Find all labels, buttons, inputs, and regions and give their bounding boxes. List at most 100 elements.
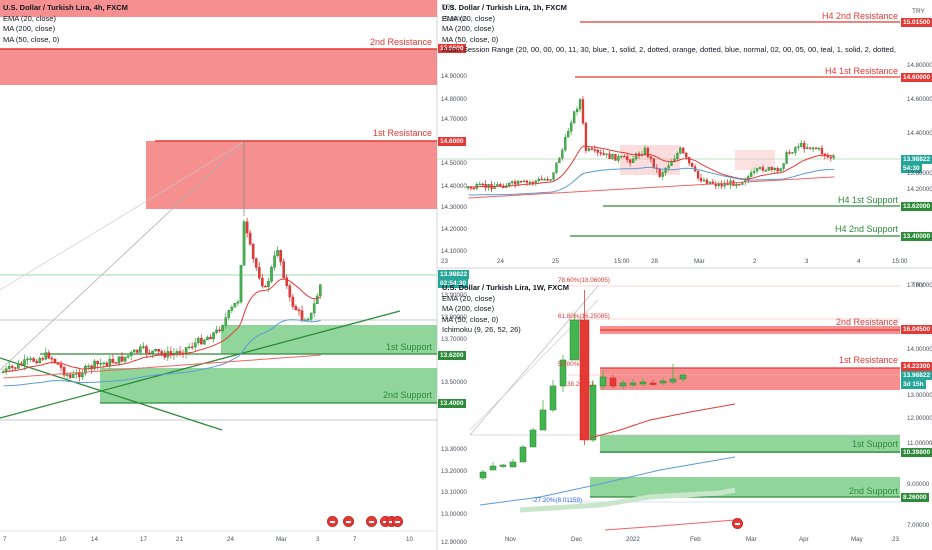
left-x-tick-6: Mar [276, 536, 287, 543]
top-right-candle-body [611, 153, 614, 159]
economic-event-icon[interactable] [732, 518, 743, 529]
top-right-candle-body [817, 147, 821, 150]
left-x-tick-3: 17 [140, 536, 147, 543]
top-right-ma200-line [468, 176, 835, 199]
fib-label-382: 38.20%(1 [567, 381, 594, 388]
left-r1-label: 1st Resistance [372, 128, 432, 138]
top-right-legend: U.S. Dollar / Turkish Lira, 1h, FXCM EMA… [442, 3, 897, 56]
bottom-right-candle-body [639, 381, 647, 385]
left-s2-zone [100, 368, 437, 403]
top-right-candle-body [549, 179, 552, 181]
left-candle-body [279, 250, 282, 262]
left-y-tick-0: 15.10000 [441, 16, 467, 23]
left-y-tick-1: 14.90000 [441, 73, 467, 80]
left-legend-ma50: MA (50, close, 0) [3, 34, 60, 44]
left-candle-body [276, 250, 279, 256]
left-candle-body [126, 355, 130, 358]
top-right-candle-body [800, 142, 803, 147]
left-y-tick-2: 14.80000 [441, 96, 467, 103]
left-candle-body [224, 317, 228, 326]
left-y-tick-9: 13.90000 [441, 292, 467, 299]
economic-event-icon[interactable] [327, 516, 338, 527]
top-right-candle-body [634, 153, 638, 160]
economic-event-icon[interactable] [392, 516, 403, 527]
left-r1-price-tag: 14.6000 [438, 137, 466, 146]
left-candle-body [142, 346, 145, 348]
left-candle-body [135, 349, 139, 353]
top-right-candle-body [629, 159, 632, 163]
top-right-candle-body [632, 158, 635, 163]
left-candle-body [108, 358, 112, 366]
top-right-candle-body [776, 168, 779, 172]
top-right-candles [466, 96, 835, 193]
top-right-candle-body [528, 181, 532, 184]
top-right-candle-body [688, 157, 691, 164]
left-candle-body [50, 357, 54, 360]
top-right-x-tick-3: 15:00 [614, 258, 630, 265]
top-right-candle-body [829, 156, 832, 159]
left-x-tick-1: 10 [59, 536, 66, 543]
left-candle-body [87, 365, 90, 368]
left-candle-body [7, 365, 11, 369]
bottom-right-candle-body [619, 382, 627, 387]
top-right-y-tick-4: 13.80000 [907, 170, 932, 177]
left-candle-body [10, 365, 14, 368]
left-candle-body [96, 360, 99, 365]
left-ema-line [3, 278, 321, 373]
bottom-right-legend-title: U.S. Dollar / Turkish Lira, 1W, FXCM [442, 283, 569, 292]
left-candle-body [200, 337, 203, 345]
left-current-time-tag: 02:54:30 [438, 279, 469, 288]
top-right-candle-body [809, 147, 812, 149]
left-candle-body [294, 306, 298, 311]
left-candle-body [129, 351, 133, 356]
left-candle-body [139, 346, 142, 353]
top-right-x-tick-8: 4 [857, 258, 861, 265]
fib-label-neg272: -27.20%(8.01159) [532, 497, 582, 504]
left-candle-body [151, 350, 154, 354]
left-y-tick-8: 14.10000 [441, 248, 467, 255]
top-right-legend-ema: EMA (20, close) [442, 13, 495, 23]
left-candle-body [291, 296, 295, 307]
top-right-candle-body [570, 122, 573, 132]
top-right-currency-label: TRY [912, 8, 925, 15]
bottom-right-x-tick-2: 2022 [626, 536, 640, 543]
bottom-right-candle-body [609, 377, 617, 387]
top-right-ma50-line [468, 166, 835, 196]
bottom-right-y-tick-5: 9.00000 [907, 481, 930, 488]
left-candle-body [270, 267, 273, 282]
top-right-candle-body [543, 179, 546, 181]
top-right-candle-body [732, 180, 735, 186]
left-candle-body [230, 306, 234, 311]
top-right-current-price-tag: 13.98822 [901, 155, 932, 164]
left-candle-body [32, 358, 35, 362]
top-right-candle-body [664, 168, 667, 173]
top-right-candle-body [593, 149, 596, 151]
left-candle-body [184, 347, 188, 354]
left-candle-body [212, 332, 215, 340]
left-candle-body [218, 329, 221, 332]
bottom-right-candles [479, 290, 687, 480]
bottom-right-candle-body [629, 382, 637, 386]
top-right-candle-body [758, 167, 762, 169]
left-r1-zone [146, 141, 437, 209]
left-ma200-line [3, 354, 321, 379]
economic-event-icon[interactable] [366, 516, 377, 527]
top-right-candle-body [466, 186, 470, 189]
left-candle-body [81, 373, 84, 378]
left-s1-label: 1st Support [385, 342, 432, 352]
left-x-tick-5: 24 [227, 536, 234, 543]
left-candle-body [261, 277, 264, 287]
top-right-candle-body [726, 183, 729, 186]
left-candle-body [105, 362, 109, 366]
top-right-candle-body [605, 153, 608, 156]
top-right-candle-body [573, 111, 576, 123]
left-candle-body [38, 358, 41, 364]
top-right-candle-body [702, 179, 706, 182]
top-right-candle-body [717, 183, 720, 186]
top-right-candle-body [720, 183, 723, 187]
bottom-right-current-price-tag: 13.98822 [901, 371, 932, 380]
top-right-x-tick-0: 23 [441, 258, 448, 265]
top-right-candle-body [525, 180, 529, 183]
left-candle-body [187, 346, 191, 349]
economic-event-icon[interactable] [343, 516, 354, 527]
